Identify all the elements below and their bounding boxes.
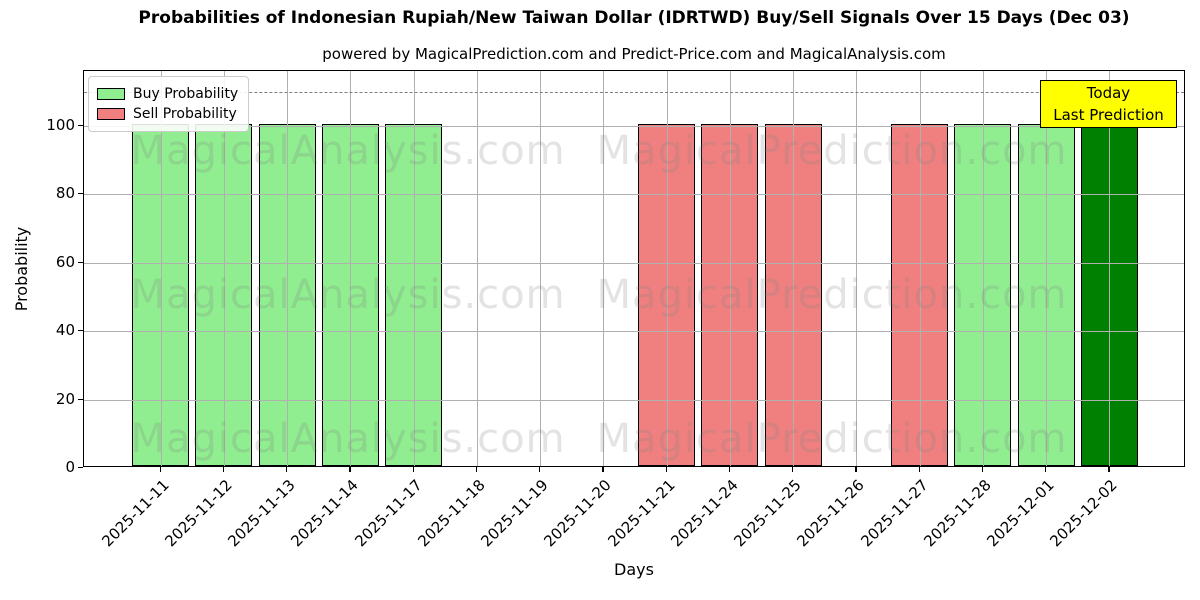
x-tick-mark xyxy=(475,467,478,472)
legend-label-sell: Sell Probability xyxy=(133,106,237,122)
y-tick-mark xyxy=(78,467,83,469)
grid-x-line xyxy=(350,71,352,466)
x-tick-mark xyxy=(792,467,794,472)
y-tick-label: 100 xyxy=(46,115,75,134)
x-tick-mark xyxy=(159,467,161,472)
x-tick-mark xyxy=(412,467,414,472)
x-tick-mark xyxy=(286,467,288,472)
legend-item-sell: Sell Probability xyxy=(97,106,238,122)
grid-y-line xyxy=(84,194,1184,196)
grid-x-line xyxy=(793,71,795,466)
grid-x-line xyxy=(919,71,921,466)
today-badge-line1: Today xyxy=(1086,84,1131,102)
x-tick-mark xyxy=(1108,467,1110,472)
x-tick-mark xyxy=(222,467,224,472)
today-badge-line2: Last Prediction xyxy=(1053,106,1164,124)
grid-x-line xyxy=(982,71,984,466)
bar-2025-11-17 xyxy=(385,123,443,466)
bar-2025-11-25 xyxy=(764,123,822,466)
grid-x-line xyxy=(666,71,668,466)
threshold-line xyxy=(84,91,1184,93)
grid-x-line xyxy=(160,71,162,466)
bar-2025-11-28 xyxy=(954,123,1012,466)
watermark-text: MagicalPrediction.com xyxy=(596,271,1068,318)
grid-x-line xyxy=(476,71,478,466)
grid-x-line xyxy=(287,71,289,466)
sell-probability-swatch-icon xyxy=(97,108,125,120)
grid-y-line xyxy=(84,331,1184,333)
y-tick-mark xyxy=(78,398,83,400)
x-tick-mark xyxy=(349,467,351,472)
x-tick-mark xyxy=(728,467,731,472)
bar-2025-11-27 xyxy=(891,123,949,466)
legend-label-buy: Buy Probability xyxy=(133,86,239,102)
grid-x-line xyxy=(856,71,858,466)
grid-x-line xyxy=(540,71,542,466)
grid-x-line xyxy=(413,71,415,466)
x-tick-mark xyxy=(602,467,604,472)
grid-x-line xyxy=(223,71,225,466)
bar-2025-11-24 xyxy=(701,123,759,466)
x-tick-mark xyxy=(665,467,667,472)
bar-2025-11-13 xyxy=(258,123,316,466)
y-tick-label: 0 xyxy=(65,458,75,476)
y-tick-mark xyxy=(78,261,83,263)
legend-item-buy: Buy Probability xyxy=(97,86,238,102)
watermark-text: MagicalPrediction.com xyxy=(596,416,1068,463)
y-axis-label: Probability xyxy=(12,226,31,311)
y-tick-mark xyxy=(78,193,83,195)
grid-y-line xyxy=(84,399,1184,401)
watermark-text: MagicalAnalysis.com xyxy=(130,271,566,318)
y-tick-label: 40 xyxy=(55,321,75,340)
bar-2025-12-02 xyxy=(1080,123,1138,466)
watermark-text: MagicalPrediction.com xyxy=(596,127,1068,174)
chart-title: Probabilities of Indonesian Rupiah/New T… xyxy=(138,8,1130,28)
watermark-text: MagicalAnalysis.com xyxy=(130,416,566,463)
y-tick-mark xyxy=(78,330,83,332)
buy-probability-swatch-icon xyxy=(97,88,125,100)
grid-x-line xyxy=(729,71,731,466)
y-tick-label: 60 xyxy=(55,252,75,271)
grid-x-line xyxy=(1109,71,1111,466)
grid-x-line xyxy=(1046,71,1048,466)
x-axis-label: Days xyxy=(614,560,654,579)
grid-y-line xyxy=(84,262,1184,264)
legend: Buy Probability Sell Probability xyxy=(88,76,250,132)
bar-2025-11-12 xyxy=(195,123,253,466)
chart-subtitle: powered by MagicalPrediction.com and Pre… xyxy=(322,45,946,63)
bar-2025-11-21 xyxy=(638,123,696,466)
x-tick-mark xyxy=(539,467,541,472)
x-tick-mark xyxy=(981,467,984,472)
x-tick-mark xyxy=(855,467,857,472)
y-tick-label: 80 xyxy=(55,184,75,203)
grid-x-line xyxy=(603,71,605,466)
watermark-text: MagicalAnalysis.com xyxy=(130,127,566,174)
x-tick-mark xyxy=(1045,467,1047,472)
today-last-prediction-badge: Today Last Prediction xyxy=(1040,80,1177,128)
bar-2025-11-11 xyxy=(132,123,189,466)
grid-y-line xyxy=(84,125,1184,127)
plot-area: MagicalAnalysis.com MagicalPrediction.com… xyxy=(83,70,1185,467)
x-tick-mark xyxy=(918,467,920,472)
y-tick-mark xyxy=(78,124,83,126)
y-tick-label: 20 xyxy=(55,389,75,408)
bar-2025-12-01 xyxy=(1017,123,1075,466)
